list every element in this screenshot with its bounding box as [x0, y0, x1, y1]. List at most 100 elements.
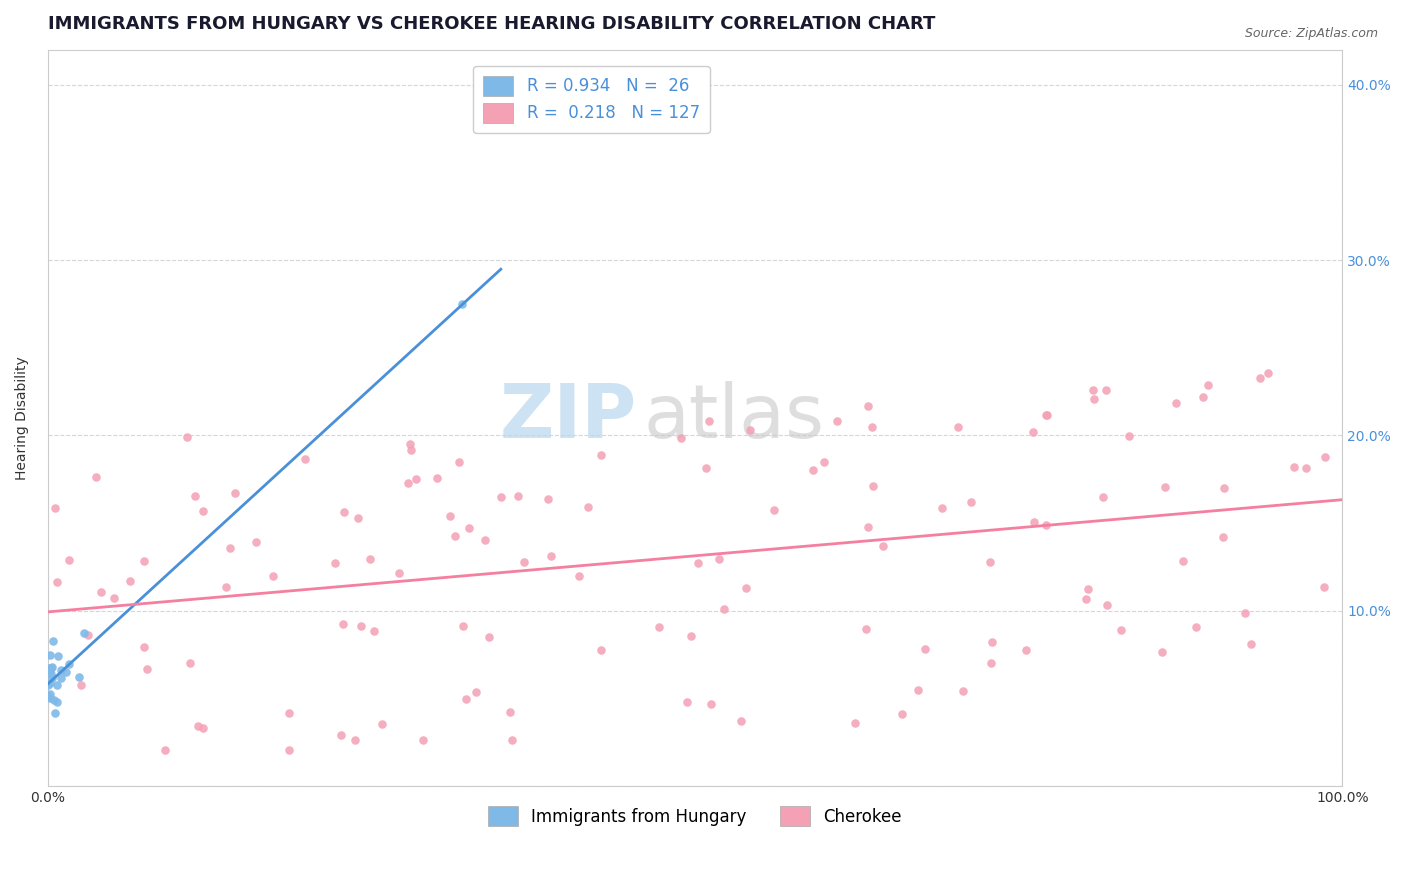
Point	[537, 492, 560, 507]
Point	[456, 692, 478, 706]
Point	[589, 448, 612, 462]
Point	[946, 420, 969, 434]
Point	[695, 461, 717, 475]
Point	[671, 431, 693, 445]
Point	[1077, 582, 1099, 596]
Point	[67, 670, 90, 684]
Point	[38, 690, 60, 705]
Point	[399, 437, 422, 451]
Point	[676, 696, 699, 710]
Point	[1212, 481, 1234, 495]
Point	[58, 552, 80, 566]
Point	[41, 671, 63, 685]
Point	[513, 555, 536, 569]
Point	[825, 415, 848, 429]
Point	[69, 678, 91, 692]
Point	[1095, 599, 1118, 613]
Point	[191, 504, 214, 518]
Point	[1185, 620, 1208, 634]
Point	[730, 714, 752, 728]
Point	[46, 695, 69, 709]
Point	[84, 470, 107, 484]
Point	[501, 733, 523, 747]
Point	[405, 472, 427, 486]
Point	[763, 503, 786, 517]
Point	[347, 510, 370, 524]
Point	[1249, 370, 1271, 384]
Point	[46, 649, 69, 664]
Point	[103, 591, 125, 605]
Point	[907, 682, 929, 697]
Point	[1192, 390, 1215, 404]
Point	[914, 641, 936, 656]
Point	[713, 602, 735, 616]
Point	[44, 501, 66, 516]
Point	[439, 509, 461, 524]
Point	[801, 463, 824, 477]
Point	[263, 569, 285, 583]
Point	[1118, 429, 1140, 443]
Point	[44, 706, 66, 720]
Point	[1212, 530, 1234, 544]
Point	[508, 489, 530, 503]
Point	[591, 643, 613, 657]
Point	[540, 549, 562, 564]
Point	[136, 662, 159, 676]
Point	[478, 630, 501, 644]
Point	[1081, 383, 1104, 397]
Point	[45, 575, 67, 590]
Point	[449, 455, 471, 469]
Point	[489, 490, 512, 504]
Point	[350, 619, 373, 633]
Point	[1257, 366, 1279, 380]
Point	[931, 500, 953, 515]
Point	[38, 676, 60, 690]
Point	[41, 634, 63, 648]
Point	[219, 541, 242, 555]
Point	[187, 719, 209, 733]
Text: IMMIGRANTS FROM HUNGARY VS CHEROKEE HEARING DISABILITY CORRELATION CHART: IMMIGRANTS FROM HUNGARY VS CHEROKEE HEAR…	[48, 15, 935, 33]
Point	[38, 663, 60, 677]
Point	[41, 660, 63, 674]
Point	[73, 626, 96, 640]
Point	[1312, 580, 1334, 594]
Point	[51, 664, 73, 678]
Point	[1076, 592, 1098, 607]
Point	[90, 584, 112, 599]
Point	[1035, 518, 1057, 533]
Point	[38, 648, 60, 662]
Point	[153, 742, 176, 756]
Point	[412, 732, 434, 747]
Point	[77, 628, 100, 642]
Point	[176, 430, 198, 444]
Point	[1295, 461, 1317, 475]
Point	[465, 684, 488, 698]
Point	[58, 657, 80, 671]
Point	[648, 620, 671, 634]
Point	[38, 661, 60, 675]
Point	[891, 706, 914, 721]
Point	[451, 619, 474, 633]
Point	[134, 640, 156, 654]
Point	[1015, 643, 1038, 657]
Point	[118, 574, 141, 588]
Point	[1021, 425, 1043, 440]
Point	[576, 500, 599, 515]
Point	[333, 505, 356, 519]
Text: Source: ZipAtlas.com: Source: ZipAtlas.com	[1244, 27, 1378, 40]
Point	[980, 657, 1002, 671]
Point	[856, 520, 879, 534]
Point	[39, 661, 62, 675]
Point	[1154, 480, 1177, 494]
Point	[844, 715, 866, 730]
Point	[37, 677, 59, 691]
Point	[979, 555, 1001, 569]
Point	[191, 721, 214, 735]
Point	[294, 452, 316, 467]
Point	[332, 617, 354, 632]
Point	[344, 732, 367, 747]
Point	[1036, 409, 1059, 423]
Point	[474, 533, 496, 547]
Point	[278, 706, 301, 720]
Point	[1083, 392, 1105, 406]
